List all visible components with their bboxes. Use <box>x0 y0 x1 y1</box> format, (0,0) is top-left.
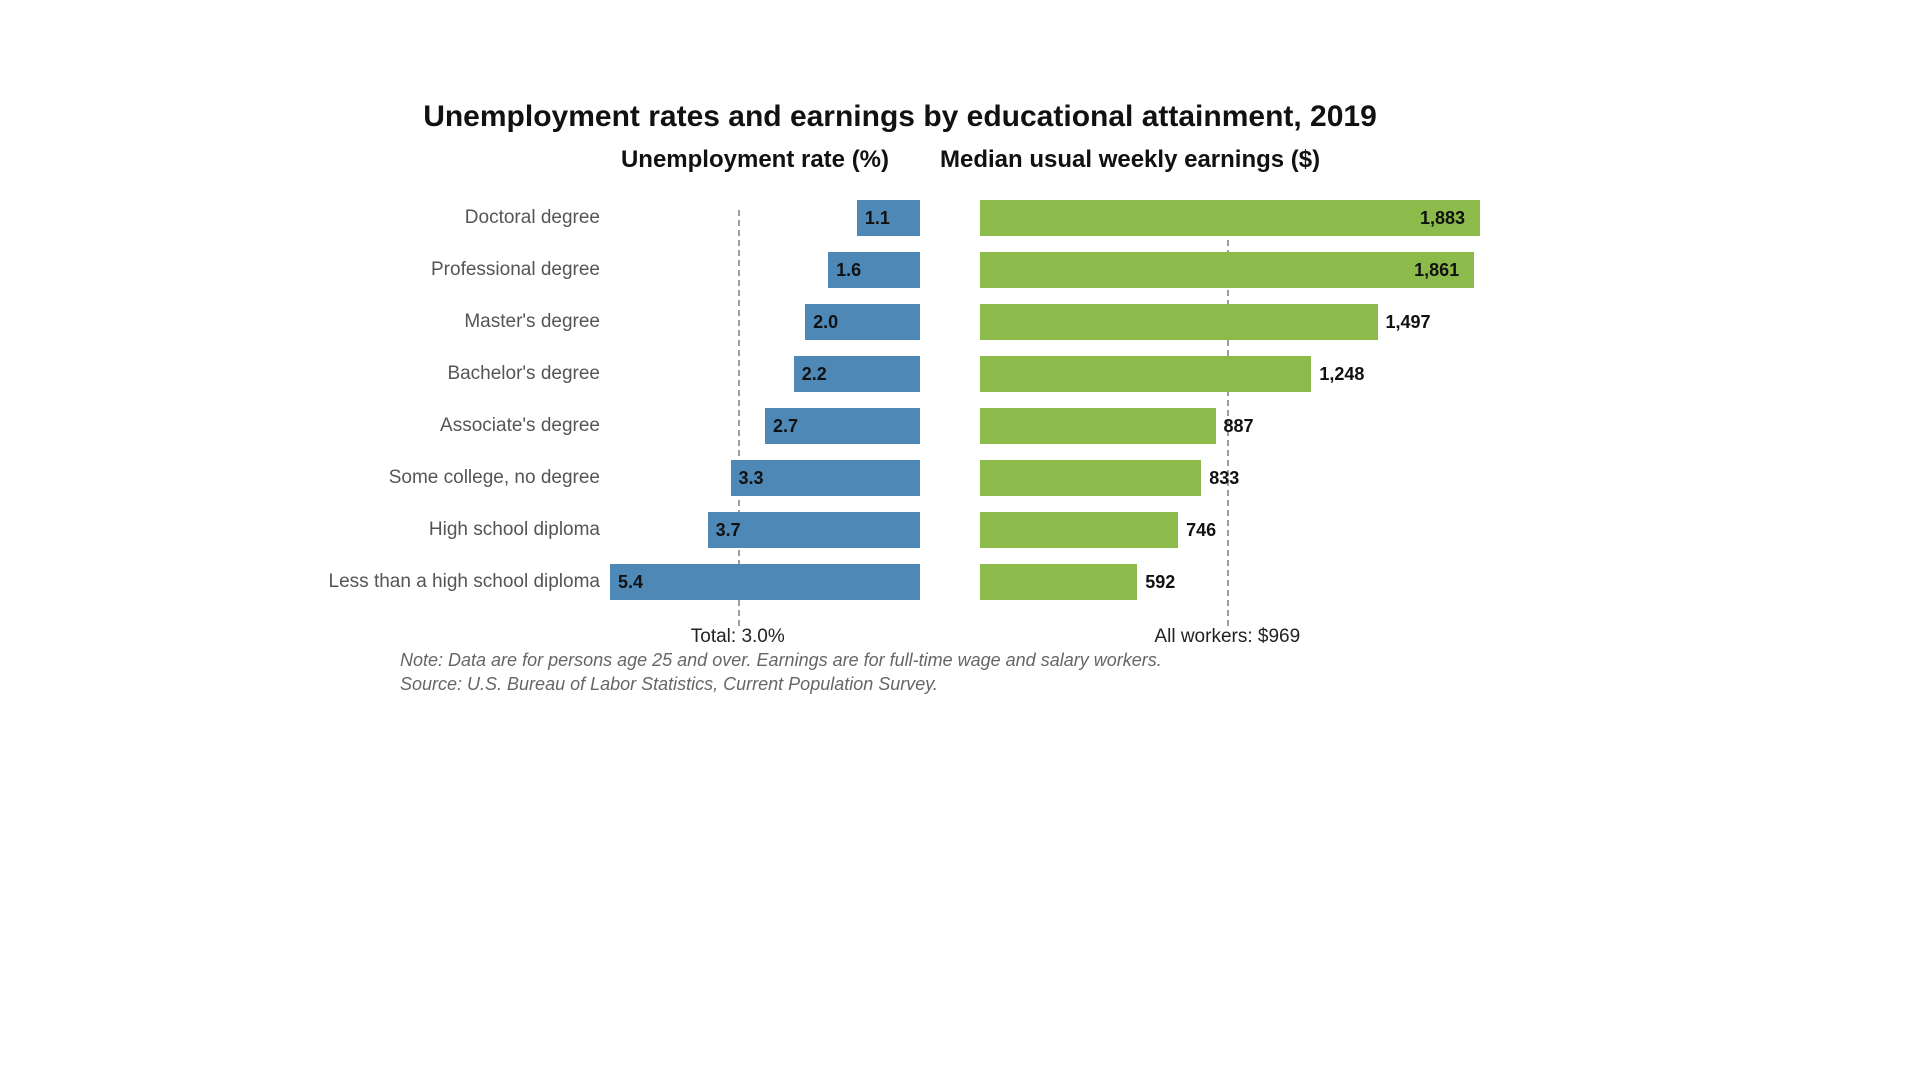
chart-row: Master's degree 2.0 1,497 <box>310 296 1490 348</box>
right-value-label: 592 <box>1145 564 1175 600</box>
chart-row: Associate's degree 2.7 887 <box>310 400 1490 452</box>
right-bar <box>980 408 1216 444</box>
note-line-2: Source: U.S. Bureau of Labor Statistics,… <box>400 672 1490 696</box>
left-reference-label: Total: 3.0% <box>691 626 785 648</box>
left-value-label: 1.6 <box>836 252 920 288</box>
chart-row: Doctoral degree 1.1 1,883 <box>310 192 1490 244</box>
chart-row: Less than a high school diploma 5.4 592 <box>310 556 1490 608</box>
left-bar-area: 5.4 <box>610 564 920 600</box>
right-bar-area: 746 <box>980 512 1480 548</box>
chart-container: Unemployment rates and earnings by educa… <box>310 100 1490 697</box>
right-bar <box>980 200 1480 236</box>
left-bar-area: 1.6 <box>610 252 920 288</box>
right-value-label: 887 <box>1224 408 1254 444</box>
left-bar-area: 2.2 <box>610 356 920 392</box>
chart-row: Some college, no degree 3.3 833 <box>310 452 1490 504</box>
subtitles-row: Unemployment rate (%) Median usual weekl… <box>310 140 1490 174</box>
category-label: Some college, no degree <box>310 467 610 489</box>
right-bar-area: 887 <box>980 408 1480 444</box>
right-value-label: 746 <box>1186 512 1216 548</box>
right-value-label: 1,248 <box>1319 356 1364 392</box>
chart-row: High school diploma 3.7 746 <box>310 504 1490 556</box>
right-value-label: 1,883 <box>1420 200 1465 236</box>
right-bar-area: 1,861 <box>980 252 1480 288</box>
right-bar <box>980 564 1137 600</box>
chart-title: Unemployment rates and earnings by educa… <box>310 100 1490 134</box>
right-bar-area: 833 <box>980 460 1480 496</box>
left-value-label: 3.3 <box>739 460 920 496</box>
category-label: Bachelor's degree <box>310 363 610 385</box>
left-bar-area: 2.7 <box>610 408 920 444</box>
right-subtitle: Median usual weekly earnings ($) <box>940 146 1320 174</box>
right-bar-area: 1,248 <box>980 356 1480 392</box>
left-value-label: 2.2 <box>802 356 920 392</box>
right-bar <box>980 356 1311 392</box>
right-bar <box>980 460 1201 496</box>
right-value-label: 1,861 <box>1414 252 1459 288</box>
right-bar <box>980 304 1378 340</box>
note-line-1: Note: Data are for persons age 25 and ov… <box>400 648 1490 672</box>
right-value-label: 1,497 <box>1386 304 1431 340</box>
left-value-label: 5.4 <box>618 564 920 600</box>
bars-block: Doctoral degree 1.1 1,883 Professional degr… <box>310 192 1490 608</box>
category-label: Associate's degree <box>310 415 610 437</box>
category-label: High school diploma <box>310 519 610 541</box>
right-reference-label: All workers: $969 <box>1154 626 1300 648</box>
left-value-label: 3.7 <box>716 512 920 548</box>
right-bar-area: 1,883 <box>980 200 1480 236</box>
left-subtitle: Unemployment rate (%) <box>600 146 910 174</box>
right-bar <box>980 252 1474 288</box>
right-value-label: 833 <box>1209 460 1239 496</box>
category-label: Doctoral degree <box>310 207 610 229</box>
right-bar <box>980 512 1178 548</box>
left-value-label: 1.1 <box>865 200 920 236</box>
left-bar-area: 2.0 <box>610 304 920 340</box>
right-bar-area: 1,497 <box>980 304 1480 340</box>
left-value-label: 2.0 <box>813 304 920 340</box>
chart-row: Professional degree 1.6 1,861 <box>310 244 1490 296</box>
right-bar-area: 592 <box>980 564 1480 600</box>
category-label: Professional degree <box>310 259 610 281</box>
category-label: Master's degree <box>310 311 610 333</box>
left-value-label: 2.7 <box>773 408 920 444</box>
left-bar-area: 3.3 <box>610 460 920 496</box>
chart-row: Bachelor's degree 2.2 1,248 <box>310 348 1490 400</box>
left-bar-area: 1.1 <box>610 200 920 236</box>
left-bar-area: 3.7 <box>610 512 920 548</box>
note-block: Note: Data are for persons age 25 and ov… <box>400 648 1490 697</box>
category-label: Less than a high school diploma <box>310 571 610 593</box>
rows-container: Doctoral degree 1.1 1,883 Professional degr… <box>310 192 1490 608</box>
